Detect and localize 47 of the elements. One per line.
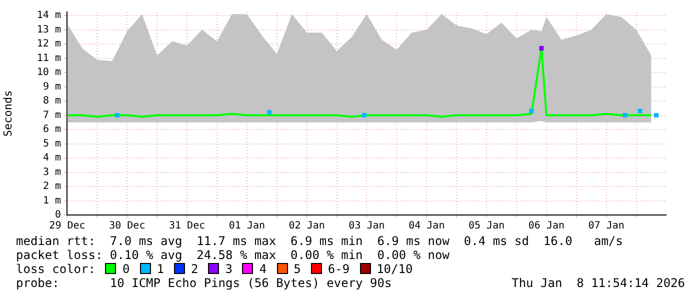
y-tick-label: 8 m xyxy=(42,96,61,107)
legend-title: loss color: xyxy=(16,262,96,276)
y-tick-label: 9 m xyxy=(42,81,61,92)
legend-label: 2 xyxy=(190,262,198,276)
y-tick-label: 4 m xyxy=(42,152,61,164)
legend-label: 1 xyxy=(156,262,164,276)
y-tick-label: 14 m xyxy=(36,10,61,22)
text: probe: 10 ICMP Echo Pings (56 Bytes) every 90s xyxy=(16,276,392,290)
x-tick-label: 05 Jan xyxy=(468,220,505,232)
x-tick-label: 29 Dec xyxy=(49,220,86,232)
legend-label: 5 xyxy=(294,262,301,276)
y-tick-label: 3 m xyxy=(42,166,61,178)
y-tick-label: 12 m xyxy=(36,38,61,50)
y-axis-title: Seconds xyxy=(1,90,14,137)
text: median rtt: 7.0 ms avg 11.7 ms max 6.9 ms min 6.9 ms now 0.4 ms sd 16.0 am/s xyxy=(16,234,623,248)
y-tick-label: 13 m xyxy=(36,24,61,36)
y-tick-label: 11 m xyxy=(36,52,61,64)
x-tick-label: 07 Jan xyxy=(588,220,624,232)
x-tick-label: 04 Jan xyxy=(408,220,445,232)
x-tick-label: 03 Jan xyxy=(348,220,385,232)
y-tick-label: 0 xyxy=(54,210,61,221)
point xyxy=(114,113,120,118)
y-tick-label: 7 m xyxy=(42,110,61,121)
point xyxy=(622,113,628,118)
text: packet loss: 0.10 % avg 24.58 % max 0.00 % min 0.00 % now xyxy=(16,248,450,262)
y-tick-label: 2 m xyxy=(42,181,61,192)
text: Thu Jan 8 11:54:14 2026 xyxy=(512,276,685,290)
point xyxy=(654,113,659,118)
legend-label: 0 xyxy=(122,262,130,276)
point xyxy=(529,108,534,114)
y-tick-label: 5 m xyxy=(42,138,61,150)
x-tick-label: 06 Jan xyxy=(528,220,565,232)
legend-label: 3 xyxy=(225,262,232,276)
legend-label: 10/10 xyxy=(376,262,413,276)
point xyxy=(267,110,272,115)
x-tick-label: 31 Dec xyxy=(168,220,206,232)
x-tick-label: 30 Dec xyxy=(109,220,146,232)
point xyxy=(362,113,367,118)
point xyxy=(539,46,544,51)
y-tick-label: 1 m xyxy=(42,195,61,206)
legend-label: 4 xyxy=(259,262,267,276)
x-tick-label: 01 Jan xyxy=(228,220,266,232)
y-tick-label: 10 m xyxy=(36,67,61,78)
point xyxy=(638,108,642,114)
legend-label: 6-9 xyxy=(328,262,350,276)
x-tick-label: 02 Jan xyxy=(288,220,325,232)
y-tick-label: 6 m xyxy=(42,124,61,136)
